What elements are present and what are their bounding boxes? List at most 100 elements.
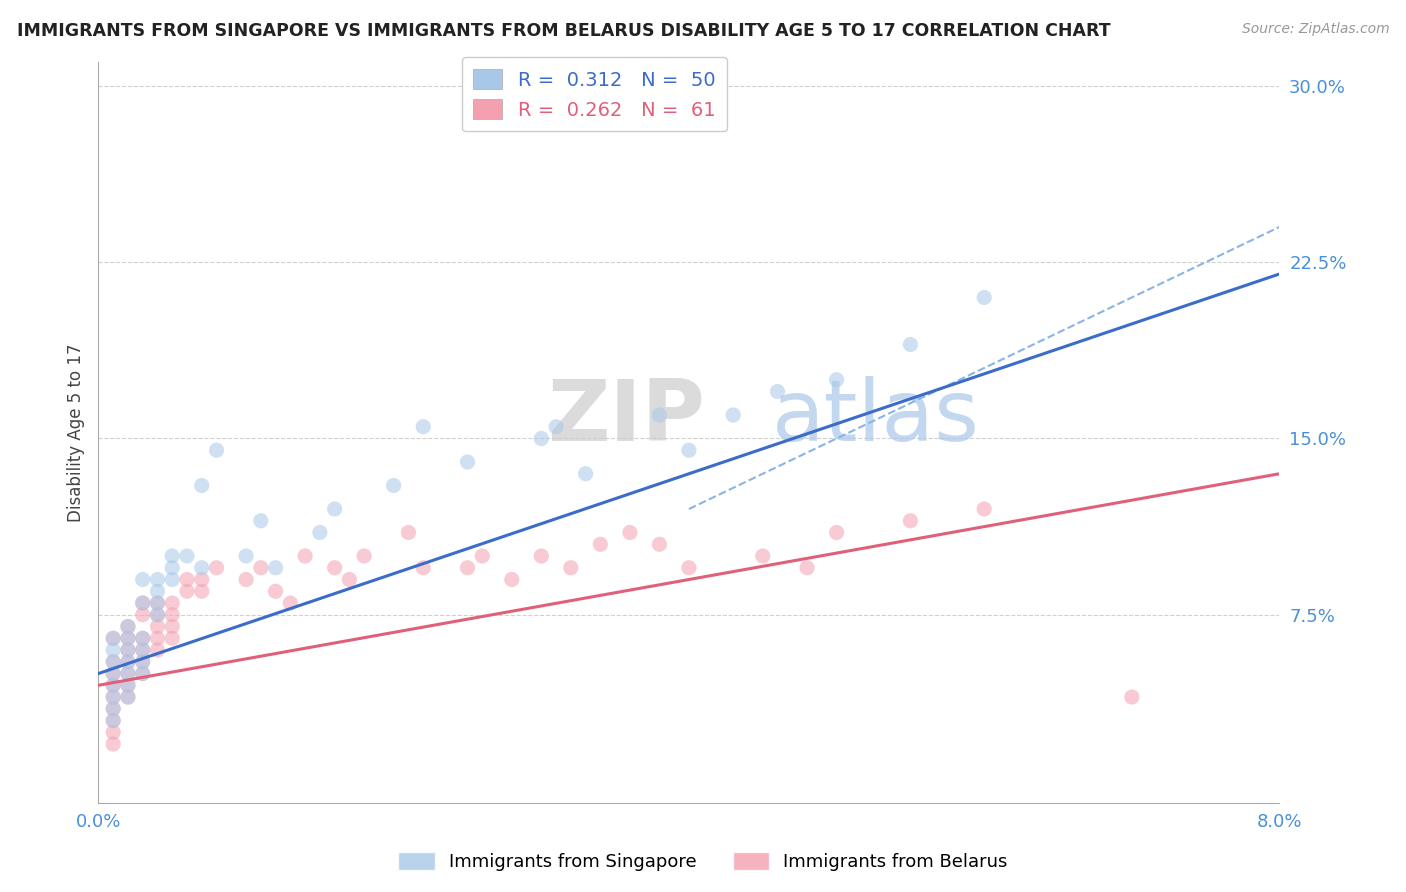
Point: [132, 643, 155, 657]
Point: [176, 584, 198, 599]
Point: [721, 408, 744, 422]
Point: [132, 573, 155, 587]
Point: [103, 725, 124, 739]
Point: [678, 561, 700, 575]
Point: [308, 525, 332, 540]
Point: [235, 549, 257, 563]
Point: [648, 537, 671, 551]
Point: [146, 643, 169, 657]
Point: [103, 666, 124, 681]
Point: [382, 478, 405, 492]
Point: [146, 607, 169, 622]
Point: [501, 573, 523, 587]
Point: [751, 549, 773, 563]
Point: [191, 573, 214, 587]
Point: [574, 467, 596, 481]
Text: atlas: atlas: [772, 376, 980, 459]
Point: [337, 573, 360, 587]
Point: [162, 596, 183, 610]
Point: [648, 408, 671, 422]
Point: [146, 607, 169, 622]
Point: [132, 666, 155, 681]
Point: [412, 419, 434, 434]
Point: [117, 690, 139, 704]
Text: IMMIGRANTS FROM SINGAPORE VS IMMIGRANTS FROM BELARUS DISABILITY AGE 5 TO 17 CORR: IMMIGRANTS FROM SINGAPORE VS IMMIGRANTS …: [17, 22, 1111, 40]
Point: [471, 549, 494, 563]
Point: [264, 584, 287, 599]
Point: [103, 737, 124, 751]
Point: [294, 549, 316, 563]
Point: [103, 714, 124, 728]
Point: [132, 607, 155, 622]
Point: [117, 666, 139, 681]
Point: [456, 561, 478, 575]
Point: [796, 561, 818, 575]
Legend: R =  0.312   N =  50, R =  0.262   N =  61: R = 0.312 N = 50, R = 0.262 N = 61: [461, 57, 727, 131]
Point: [162, 607, 183, 622]
Point: [146, 632, 169, 646]
Point: [205, 561, 228, 575]
Point: [117, 655, 139, 669]
Point: [560, 561, 582, 575]
Point: [103, 655, 124, 669]
Point: [132, 655, 155, 669]
Point: [162, 549, 183, 563]
Point: [235, 573, 257, 587]
Point: [103, 655, 124, 669]
Point: [132, 655, 155, 669]
Point: [103, 666, 124, 681]
Point: [544, 419, 567, 434]
Point: [103, 678, 124, 692]
Point: [117, 632, 139, 646]
Point: [353, 549, 375, 563]
Point: [766, 384, 789, 399]
Point: [103, 678, 124, 692]
Point: [103, 632, 124, 646]
Text: ZIP: ZIP: [547, 376, 704, 459]
Point: [117, 632, 139, 646]
Point: [898, 337, 921, 351]
Point: [117, 619, 139, 633]
Point: [117, 655, 139, 669]
Point: [412, 561, 434, 575]
Point: [132, 596, 155, 610]
Point: [205, 443, 228, 458]
Point: [825, 525, 848, 540]
Point: [162, 561, 183, 575]
Point: [396, 525, 419, 540]
Point: [191, 561, 214, 575]
Point: [117, 619, 139, 633]
Point: [132, 632, 155, 646]
Point: [132, 596, 155, 610]
Point: [250, 561, 273, 575]
Point: [117, 666, 139, 681]
Point: [973, 290, 995, 304]
Point: [103, 690, 124, 704]
Point: [191, 584, 214, 599]
Point: [103, 690, 124, 704]
Point: [103, 632, 124, 646]
Point: [117, 643, 139, 657]
Point: [146, 596, 169, 610]
Point: [323, 561, 346, 575]
Point: [117, 678, 139, 692]
Point: [162, 632, 183, 646]
Point: [146, 596, 169, 610]
Point: [278, 596, 301, 610]
Point: [530, 432, 553, 446]
Point: [162, 573, 183, 587]
Point: [323, 502, 346, 516]
Point: [103, 714, 124, 728]
Point: [146, 619, 169, 633]
Point: [146, 573, 169, 587]
Point: [103, 702, 124, 716]
Point: [191, 478, 214, 492]
Point: [146, 584, 169, 599]
Point: [162, 619, 183, 633]
Point: [132, 632, 155, 646]
Point: [898, 514, 921, 528]
Legend: Immigrants from Singapore, Immigrants from Belarus: Immigrants from Singapore, Immigrants fr…: [391, 845, 1015, 879]
Point: [825, 373, 848, 387]
Point: [589, 537, 612, 551]
Point: [103, 643, 124, 657]
